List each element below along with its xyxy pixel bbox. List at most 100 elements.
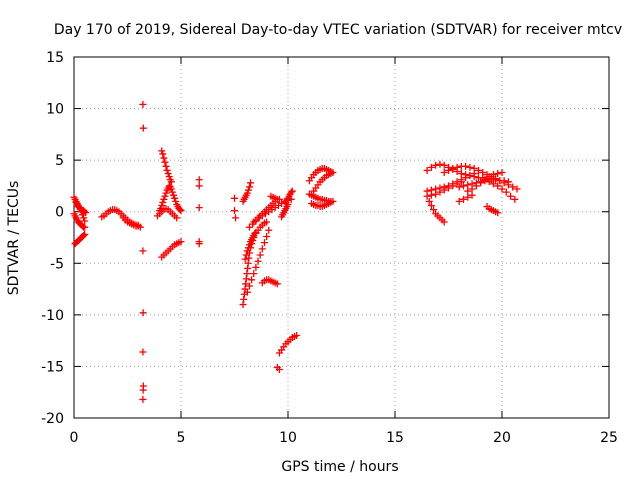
data-point bbox=[139, 247, 147, 255]
series-sat-q bbox=[243, 226, 273, 296]
data-point bbox=[243, 189, 251, 197]
data-point bbox=[245, 282, 253, 290]
data-point bbox=[502, 188, 510, 196]
series-sat-x bbox=[273, 363, 283, 374]
data-point bbox=[466, 172, 474, 180]
data-point bbox=[80, 214, 88, 222]
data-point bbox=[293, 331, 301, 339]
series-sat-v bbox=[278, 200, 292, 221]
series-sat-ab bbox=[308, 198, 335, 211]
data-point bbox=[427, 191, 435, 199]
data-point bbox=[247, 179, 255, 187]
data-point bbox=[455, 183, 463, 191]
data-point bbox=[80, 231, 88, 239]
data-point bbox=[275, 366, 283, 374]
data-point bbox=[173, 214, 181, 222]
data-point bbox=[494, 170, 502, 178]
data-point bbox=[432, 161, 440, 169]
data-point bbox=[459, 195, 467, 203]
x-tick-label: 0 bbox=[70, 430, 79, 446]
data-point bbox=[474, 166, 482, 174]
data-point bbox=[241, 255, 249, 263]
data-point bbox=[462, 174, 470, 182]
data-point bbox=[440, 169, 448, 177]
data-point bbox=[195, 182, 203, 190]
series-sat-ak bbox=[483, 203, 502, 217]
data-point bbox=[432, 190, 440, 198]
series-sat-y bbox=[275, 331, 301, 357]
data-point bbox=[513, 185, 521, 193]
x-tick-label: 10 bbox=[279, 430, 297, 446]
data-point bbox=[445, 166, 452, 174]
data-point bbox=[250, 270, 258, 278]
data-point bbox=[464, 187, 472, 195]
data-point bbox=[81, 217, 89, 225]
data-point bbox=[498, 169, 506, 177]
data-point bbox=[479, 169, 487, 177]
data-point bbox=[423, 166, 431, 174]
data-point bbox=[165, 173, 173, 181]
data-point bbox=[164, 170, 172, 178]
data-point bbox=[494, 182, 502, 190]
data-point bbox=[430, 206, 438, 214]
data-point bbox=[256, 251, 264, 259]
y-tick-label: 10 bbox=[46, 102, 64, 118]
data-point bbox=[263, 218, 271, 226]
data-point bbox=[485, 173, 493, 181]
data-point bbox=[136, 223, 144, 231]
data-point bbox=[139, 100, 147, 108]
data-point bbox=[492, 175, 500, 183]
data-point bbox=[477, 179, 485, 187]
data-point bbox=[287, 188, 295, 196]
data-point bbox=[231, 207, 238, 215]
data-point bbox=[242, 251, 250, 259]
data-point bbox=[231, 194, 238, 202]
data-point bbox=[472, 182, 480, 190]
series-sat-p bbox=[241, 228, 260, 263]
data-point bbox=[459, 182, 467, 190]
data-point bbox=[161, 158, 169, 166]
data-point bbox=[245, 223, 253, 231]
data-point bbox=[171, 194, 179, 202]
data-point bbox=[468, 185, 476, 193]
data-point bbox=[195, 176, 203, 184]
data-point bbox=[139, 309, 147, 317]
series-sat-c bbox=[71, 230, 89, 248]
data-point bbox=[489, 171, 497, 179]
data-point bbox=[158, 202, 166, 210]
series-sat-t bbox=[258, 276, 281, 288]
data-point bbox=[436, 188, 444, 196]
data-point bbox=[167, 178, 175, 186]
data-point bbox=[504, 181, 512, 189]
y-tick-label: -15 bbox=[41, 359, 64, 375]
x-tick-label: 20 bbox=[493, 430, 511, 446]
data-point bbox=[195, 204, 203, 212]
chart-title: Day 170 of 2019, Sidereal Day-to-day VTE… bbox=[54, 22, 622, 38]
series-sat-u bbox=[267, 192, 283, 203]
data-point bbox=[440, 161, 448, 169]
data-point bbox=[445, 184, 452, 192]
x-axis-label: GPS time / hours bbox=[281, 459, 398, 475]
series-sat-h bbox=[156, 182, 185, 215]
data-point bbox=[243, 288, 251, 296]
data-point bbox=[327, 170, 335, 178]
x-tick-label: 5 bbox=[177, 430, 186, 446]
data-point bbox=[275, 195, 283, 203]
y-axis-label: SDTVAR / TECUs bbox=[6, 181, 22, 296]
y-tick-label: 15 bbox=[46, 50, 64, 66]
data-point bbox=[470, 164, 478, 172]
data-point bbox=[468, 191, 476, 199]
series-sat-j bbox=[158, 238, 185, 261]
data-point bbox=[252, 263, 260, 271]
data-point bbox=[511, 195, 519, 203]
data-point bbox=[81, 230, 89, 238]
series-sat-g bbox=[139, 100, 147, 403]
data-point bbox=[423, 192, 431, 200]
series-sat-ac bbox=[310, 170, 335, 195]
series-sat-i bbox=[158, 147, 175, 186]
data-point bbox=[162, 162, 170, 170]
series-sat-aj bbox=[464, 169, 506, 195]
series-sat-m bbox=[231, 194, 240, 222]
data-point bbox=[464, 181, 472, 189]
data-point bbox=[265, 226, 273, 234]
